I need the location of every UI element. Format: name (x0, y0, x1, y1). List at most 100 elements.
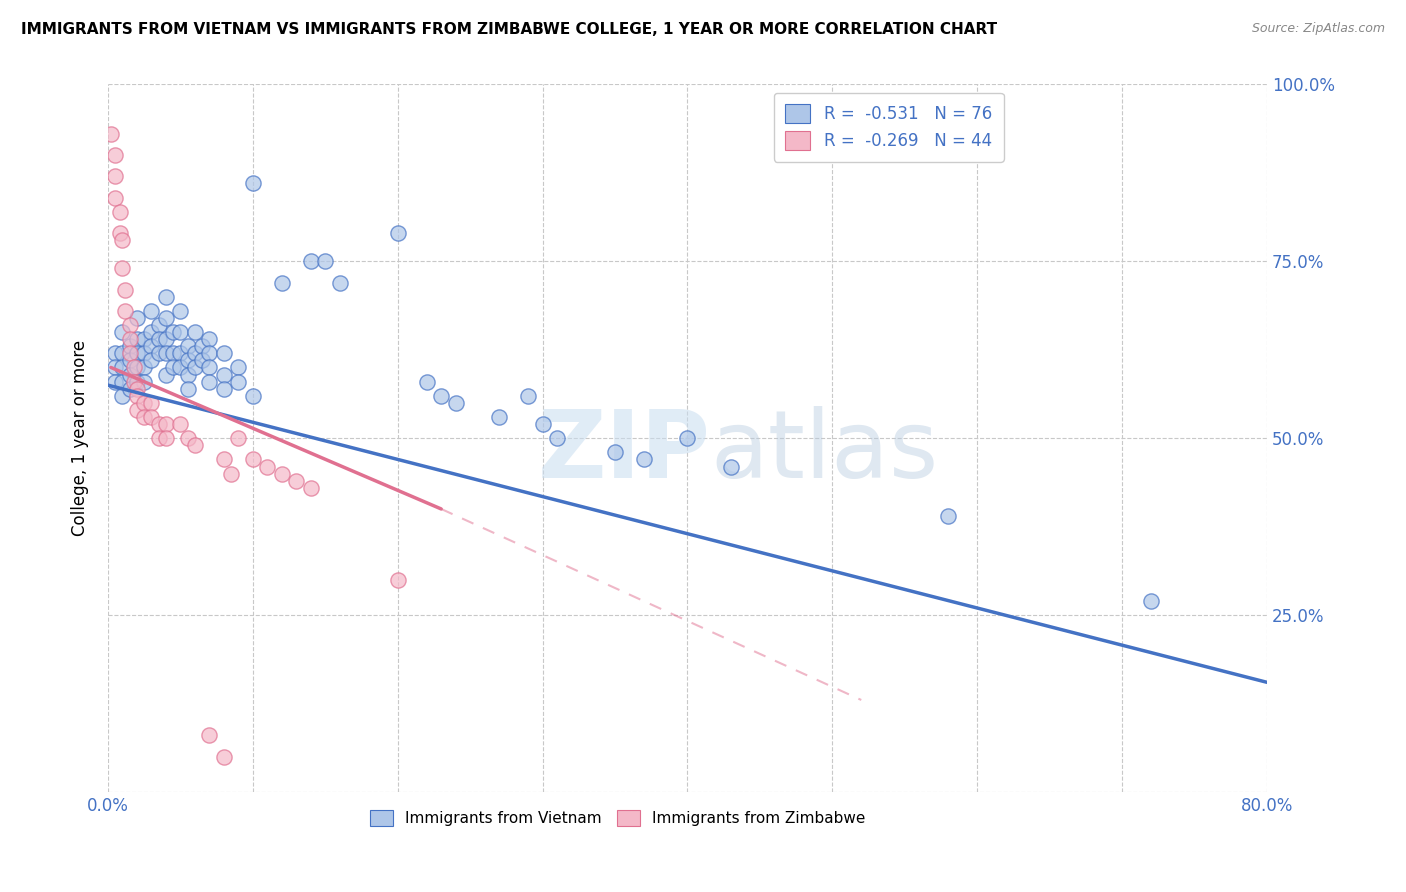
Point (169, 303, 191, 318)
Point (122, 375, 145, 389)
Point (148, 332, 170, 346)
Point (212, 749, 235, 764)
Point (125, 403, 148, 417)
Point (212, 346, 235, 360)
Point (444, 396, 467, 410)
Point (212, 368, 235, 382)
Point (198, 346, 221, 360)
Point (184, 438, 207, 452)
Point (114, 283, 136, 297)
Point (104, 148, 127, 162)
Point (148, 346, 170, 360)
Point (176, 431, 198, 445)
Point (936, 509, 959, 524)
Point (228, 360, 250, 375)
Point (141, 339, 163, 353)
Point (228, 431, 250, 445)
Y-axis label: College, 1 year or more: College, 1 year or more (72, 340, 89, 536)
Point (148, 431, 170, 445)
Point (125, 389, 148, 403)
Point (176, 339, 198, 353)
Point (100, 127, 122, 141)
Point (299, 481, 322, 495)
Point (141, 409, 163, 424)
Text: atlas: atlas (710, 407, 939, 499)
Point (125, 382, 148, 396)
Point (122, 360, 145, 375)
Point (198, 728, 221, 742)
Point (184, 360, 207, 375)
Text: Source: ZipAtlas.com: Source: ZipAtlas.com (1251, 22, 1385, 36)
Point (141, 325, 163, 339)
Point (125, 310, 148, 325)
Point (104, 169, 127, 184)
Point (141, 396, 163, 410)
Point (118, 346, 141, 360)
Point (108, 204, 131, 219)
Point (141, 353, 163, 368)
Point (118, 332, 141, 346)
Point (104, 360, 127, 375)
Point (125, 346, 148, 360)
Point (111, 375, 134, 389)
Point (176, 368, 198, 382)
Point (242, 452, 264, 467)
Point (118, 382, 141, 396)
Point (488, 409, 510, 424)
Point (104, 375, 127, 389)
Point (546, 431, 568, 445)
Point (155, 431, 177, 445)
Point (104, 191, 127, 205)
Point (299, 254, 322, 268)
Point (184, 346, 207, 360)
Point (329, 276, 352, 290)
Point (155, 417, 177, 431)
Point (148, 417, 170, 431)
Point (169, 360, 191, 375)
Point (111, 233, 134, 247)
Point (155, 332, 177, 346)
Point (285, 474, 308, 488)
Point (118, 318, 141, 332)
Point (134, 360, 156, 375)
Point (198, 332, 221, 346)
Point (256, 459, 278, 474)
Point (219, 467, 242, 481)
Point (155, 290, 177, 304)
Point (155, 346, 177, 360)
Point (118, 353, 141, 368)
Point (134, 375, 156, 389)
Point (184, 325, 207, 339)
Point (603, 445, 626, 459)
Point (125, 375, 148, 389)
Point (141, 303, 163, 318)
Point (212, 452, 235, 467)
Point (155, 310, 177, 325)
Point (191, 339, 214, 353)
Point (169, 346, 191, 360)
Point (212, 382, 235, 396)
Point (118, 368, 141, 382)
Text: ZIP: ZIP (537, 407, 710, 499)
Point (148, 318, 170, 332)
Text: IMMIGRANTS FROM VIETNAM VS IMMIGRANTS FROM ZIMBABWE COLLEGE, 1 YEAR OR MORE CORR: IMMIGRANTS FROM VIETNAM VS IMMIGRANTS FR… (21, 22, 997, 37)
Point (270, 467, 292, 481)
Point (387, 573, 409, 587)
Point (134, 346, 156, 360)
Point (531, 417, 554, 431)
Point (125, 332, 148, 346)
Point (162, 325, 184, 339)
Point (633, 452, 655, 467)
Point (415, 375, 437, 389)
Point (134, 396, 156, 410)
Point (111, 346, 134, 360)
Point (1140, 594, 1163, 608)
Point (314, 254, 336, 268)
Legend: Immigrants from Vietnam, Immigrants from Zimbabwe: Immigrants from Vietnam, Immigrants from… (363, 802, 873, 834)
Point (111, 360, 134, 375)
Point (517, 389, 540, 403)
Point (176, 353, 198, 368)
Point (720, 459, 742, 474)
Point (169, 325, 191, 339)
Point (134, 409, 156, 424)
